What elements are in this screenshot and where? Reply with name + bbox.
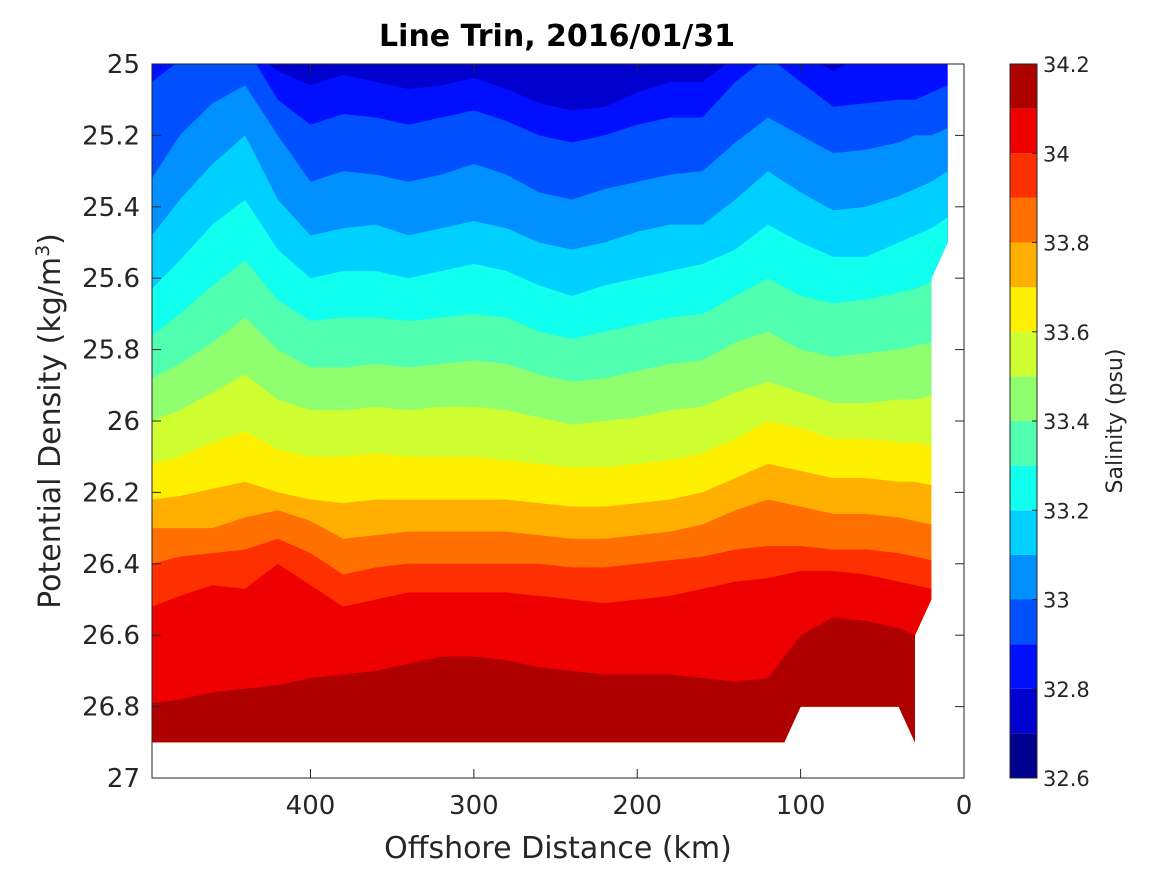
colorbar-tick-label: 32.8 [1043, 678, 1090, 702]
colorbar-swatch [1010, 554, 1037, 600]
x-tick-label: 400 [286, 791, 336, 821]
colorbar-swatch [1010, 733, 1037, 778]
colorbar-swatch [1010, 108, 1037, 154]
colorbar-swatch [1010, 510, 1037, 555]
y-tick-label: 25.8 [82, 336, 140, 366]
chart-title: Line Trin, 2016/01/31 [379, 19, 735, 54]
colorbar-swatch [1010, 153, 1037, 198]
colorbar-swatch [1010, 599, 1037, 645]
colorbar-swatches [1010, 64, 1037, 778]
colorbar-swatch [1010, 242, 1037, 288]
y-tick-label: 26.8 [82, 693, 140, 723]
y-tick-label: 25.2 [82, 121, 140, 151]
y-axis-label-sup: 3 [32, 245, 54, 257]
colorbar-swatch [1010, 197, 1037, 243]
colorbar-swatch [1010, 331, 1037, 377]
colorbar-tick-label: 33.6 [1043, 321, 1090, 345]
colorbar-swatch [1010, 64, 1037, 109]
colorbar-tick-label: 34.2 [1043, 53, 1090, 77]
colorbar-label: Salinity (psu) [1103, 349, 1128, 494]
x-axis-ticks: 400 300 200 100 0 [286, 64, 973, 821]
colorbar-swatch [1010, 688, 1037, 734]
y-tick-label: 26 [107, 407, 140, 437]
colorbar-swatch [1010, 644, 1037, 689]
colorbar-tick-label: 33.8 [1043, 232, 1090, 256]
colorbar-swatch [1010, 421, 1037, 466]
y-tick-label: 26.6 [82, 621, 140, 651]
y-tick-label: 26.2 [82, 478, 140, 508]
colorbar-ticks: 32.6 32.8 33 33.2 33.4 33.6 33.8 34 34.2 [1032, 53, 1090, 791]
plot-area: 400 300 200 100 0 25 25.2 25.4 25.6 25.8 26 26.2 26… [82, 50, 973, 821]
contour-fills [152, 64, 948, 743]
y-tick-label: 25 [107, 50, 140, 80]
y-tick-label: 27 [107, 764, 140, 794]
colorbar-tick-label: 34 [1043, 142, 1070, 166]
colorbar-tick-label: 33.2 [1043, 499, 1090, 523]
x-tick-label: 200 [612, 791, 662, 821]
y-axis-label-end: ) [33, 233, 68, 245]
colorbar-tick-label: 33 [1043, 589, 1070, 613]
colorbar-tick-label: 32.6 [1043, 767, 1090, 791]
colorbar-swatch [1010, 465, 1037, 511]
y-axis-label-main: Potential Density (kg/m [33, 257, 68, 609]
y-axis-label: Potential Density (kg/m3) [32, 233, 68, 609]
y-axis-ticks: 25 25.2 25.4 25.6 25.8 26 26.2 26.4 26.6 26.8 27 [82, 50, 964, 794]
contour-band [152, 617, 948, 743]
colorbar-tick-label: 33.4 [1043, 410, 1090, 434]
x-tick-label: 300 [449, 791, 499, 821]
x-axis-label: Offshore Distance (km) [384, 831, 732, 866]
x-tick-label: 0 [956, 791, 973, 821]
y-tick-label: 25.6 [82, 264, 140, 294]
y-tick-label: 26.4 [82, 550, 140, 580]
colorbar-swatch [1010, 287, 1037, 332]
y-tick-label: 25.4 [82, 193, 140, 223]
colorbar: 32.6 32.8 33 33.2 33.4 33.6 33.8 34 34.2 [1009, 53, 1090, 791]
colorbar-swatch [1010, 376, 1037, 421]
x-tick-label: 100 [776, 791, 826, 821]
